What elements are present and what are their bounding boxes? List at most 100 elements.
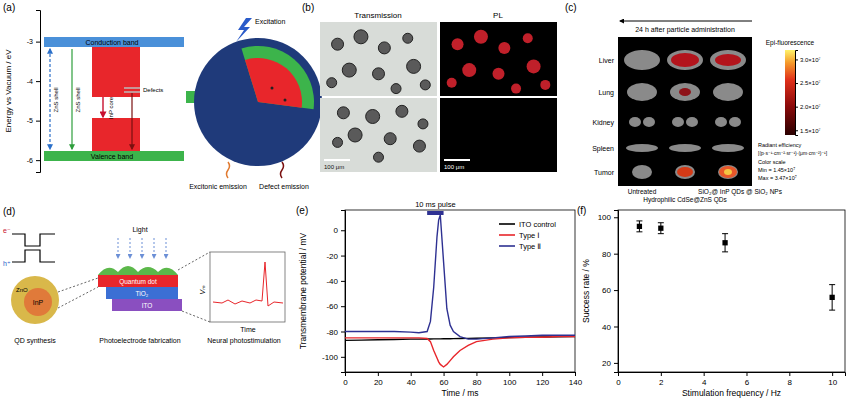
organ	[643, 117, 655, 127]
particle	[447, 78, 457, 88]
fluorescence	[677, 167, 693, 177]
x-axis: 020406080100120140	[343, 372, 582, 387]
tick-mark	[341, 230, 345, 231]
shell	[241, 46, 314, 109]
label: InP core	[108, 96, 114, 119]
pulse-bar	[427, 211, 443, 215]
tick-mark	[36, 81, 40, 82]
column-title: PL	[493, 11, 503, 20]
tick: 2.0×10⁷	[795, 104, 821, 110]
tick: 8	[788, 372, 793, 387]
tick: -60	[326, 302, 345, 311]
tick-label: 6	[745, 378, 750, 387]
colorbar-title: Epi-fluorescence	[766, 39, 815, 47]
tick-label: 2.0×10⁷	[800, 104, 821, 110]
tick: -100	[322, 353, 345, 362]
fluorescence	[715, 54, 741, 66]
particle	[384, 133, 396, 145]
tick-label: 20	[602, 359, 611, 368]
tick-label: -20	[326, 252, 338, 261]
fluorescence	[719, 166, 737, 178]
axis-title: Transmembrane potential / mV	[298, 232, 308, 349]
organ	[667, 50, 703, 70]
tick: 40	[602, 323, 618, 332]
legend-swatch	[499, 234, 515, 236]
core	[245, 58, 302, 108]
tick-label: 60	[440, 378, 449, 387]
plot-frame	[345, 210, 575, 372]
organ	[715, 117, 727, 127]
y-axis: 20406080100	[598, 211, 619, 373]
particle	[527, 59, 541, 73]
label: [(p·s⁻¹·cm⁻²·sr⁻¹)·(μm·cm⁻²)⁻¹]	[758, 150, 828, 156]
particle	[194, 38, 322, 166]
error-bar	[658, 223, 664, 234]
tick-label: 40	[602, 323, 611, 332]
organ	[632, 165, 652, 179]
label: 100 μm	[324, 164, 344, 170]
transmission-image	[320, 98, 437, 172]
link	[178, 252, 210, 322]
particle	[420, 80, 430, 90]
tick: -3	[27, 38, 40, 45]
label: TiO₂	[136, 290, 149, 297]
label: e⁻	[3, 227, 11, 234]
tick: 40	[407, 372, 416, 387]
scale-bar	[444, 159, 470, 161]
organ-label: Spleen	[592, 145, 614, 153]
tick-mark	[614, 217, 618, 218]
qd-layer	[98, 266, 178, 275]
particle	[327, 78, 337, 88]
label: Excitonic emission	[189, 183, 247, 190]
organ	[624, 50, 660, 70]
x-axis: 0246810	[616, 372, 845, 387]
tick: 1.5×10⁷	[795, 128, 821, 134]
plot-frame	[618, 210, 845, 372]
tick-label: 80	[472, 378, 481, 387]
particle	[540, 80, 550, 90]
particle	[403, 33, 413, 43]
particle	[396, 105, 408, 117]
organ	[712, 144, 744, 152]
tick: -6	[27, 157, 40, 164]
label: Min = 1.45×10⁷	[758, 167, 795, 173]
lightning	[236, 18, 252, 42]
organ	[713, 83, 743, 101]
tick: -5	[27, 117, 40, 124]
tick-mark	[795, 107, 798, 108]
axis-line	[619, 373, 846, 377]
step-label: QD synthesis	[14, 337, 56, 345]
tick: 6	[745, 372, 750, 387]
particle	[523, 33, 533, 43]
particle	[418, 119, 428, 129]
step-label: Neural photostimulation	[207, 337, 281, 345]
tick-mark	[341, 332, 345, 333]
tick-label: 100	[598, 213, 612, 222]
tick: 4	[702, 372, 707, 387]
colorbar-axis: 1.5×10⁷ 2.0×10⁷ 2.5×10⁷ 3.0×10⁷	[795, 51, 821, 136]
pl-image	[440, 98, 557, 172]
tick-label: 2.5×10⁷	[800, 80, 821, 86]
tick-mark	[341, 357, 345, 358]
colorbar	[785, 50, 795, 135]
transmission-image	[320, 22, 437, 96]
particle	[354, 30, 368, 44]
band-diagram	[12, 234, 55, 246]
point	[637, 224, 642, 229]
tick: 3.0×10⁷	[795, 57, 821, 63]
light-arrow	[154, 238, 155, 258]
tick-label: -100	[322, 353, 339, 362]
tick-label: 0	[616, 378, 621, 387]
tick-mark	[661, 372, 662, 376]
tick-label: 80	[602, 250, 611, 259]
pl-image	[440, 22, 557, 96]
organ-label: Kidney	[593, 119, 615, 127]
organ	[686, 117, 698, 127]
layer	[112, 299, 182, 311]
tick-label: -60	[326, 302, 338, 311]
panel-f: (f)024681020406080100Stimulation frequen…	[577, 205, 846, 398]
axis-title: Energy vs Vacuum / eV	[4, 49, 13, 133]
group-label: Untreated	[628, 188, 657, 195]
tick-label: 1.5×10⁷	[800, 128, 821, 134]
tick: 0	[334, 226, 345, 235]
